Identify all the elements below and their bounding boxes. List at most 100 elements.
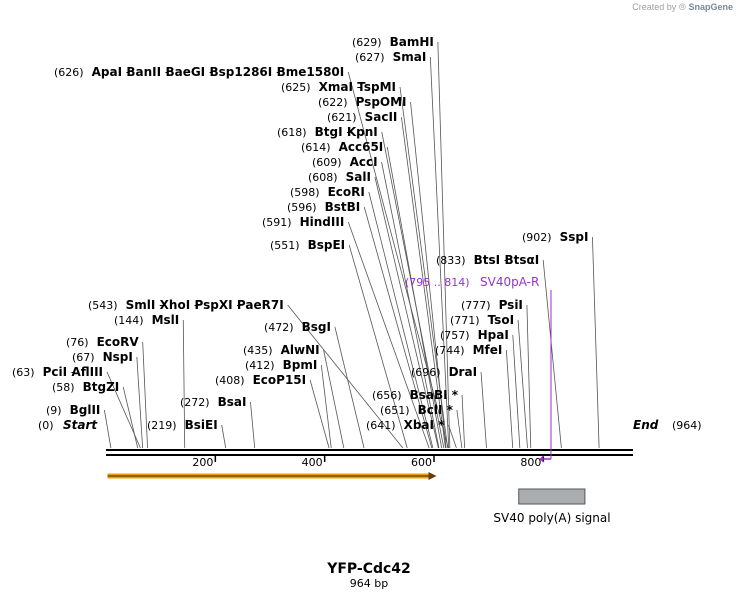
site-drai[interactable]: (696) DraI xyxy=(411,365,477,379)
site-mfei[interactable]: (744) MfeI xyxy=(435,343,502,357)
site-position: (621) xyxy=(327,111,357,124)
enzyme-separator: - xyxy=(205,65,217,79)
site-bstbi[interactable]: (596) BstBI xyxy=(287,200,360,214)
snapgene-credit: Created by ⦾ SnapGene xyxy=(632,2,733,13)
enzyme-name: MslI xyxy=(152,313,180,327)
connector-tsoi xyxy=(517,319,528,449)
enzyme-name: BanII xyxy=(126,65,161,79)
site-btgi[interactable]: (618) BtgI - KpnI xyxy=(277,125,378,139)
site-position: (63) xyxy=(12,366,35,379)
site-bamhi[interactable]: (629) BamHI xyxy=(352,35,434,49)
feature-sv40-polya[interactable]: SV40 poly(A) signal xyxy=(493,488,611,525)
site-connector-lines xyxy=(103,41,600,449)
site-bcli[interactable]: (651) BclI * xyxy=(380,403,454,417)
site-xbai[interactable]: (641) XbaI * xyxy=(366,418,445,432)
enzyme-name: SalI xyxy=(346,170,371,184)
site-acci[interactable]: (609) AccI xyxy=(312,155,378,169)
primer-sv40pa-r[interactable]: (795 .. 814) SV40pA-R xyxy=(405,275,552,463)
site-pcii[interactable]: (63) PciI - AflIII xyxy=(12,365,103,379)
site-position: (777) xyxy=(461,299,491,312)
connector-msli xyxy=(182,319,186,449)
site-sali[interactable]: (608) SalI xyxy=(308,170,371,184)
site-xmai[interactable]: (625) XmaI - TspMI xyxy=(281,80,396,94)
site-acc65i[interactable]: (614) Acc65I xyxy=(301,140,383,154)
site-btsi[interactable]: (833) BtsI - BtsαI xyxy=(436,253,539,267)
connector-sali xyxy=(374,176,439,449)
site-ecorv[interactable]: (76) EcoRV xyxy=(66,335,139,349)
enzyme-name: Acc65I xyxy=(339,140,384,154)
enzyme-name: BaeGI xyxy=(165,65,205,79)
enzyme-name: Bme1580I xyxy=(277,65,345,79)
site-position: (408) xyxy=(215,374,245,387)
feature-orf-arrow[interactable] xyxy=(107,472,437,480)
site-hpai[interactable]: (757) HpaI xyxy=(440,328,509,342)
site-position: (696) xyxy=(411,366,441,379)
tick-label: 400 xyxy=(302,456,323,469)
connector-smli xyxy=(287,304,404,449)
site-position: (598) xyxy=(290,186,320,199)
site-position: (656) xyxy=(372,389,402,402)
site-position: (412) xyxy=(245,359,275,372)
connector-ecori xyxy=(368,191,434,449)
site-bsiei[interactable]: (219) BsiEI xyxy=(147,418,218,432)
site-bglii[interactable]: (9) BglII xyxy=(46,403,100,417)
enzyme-name: XmaI xyxy=(319,80,353,94)
site-psii[interactable]: (777) PsiI xyxy=(461,298,523,312)
site-smai[interactable]: (627) SmaI xyxy=(355,50,426,64)
site-position: (651) xyxy=(380,404,410,417)
site-ecori[interactable]: (598) EcoRI xyxy=(290,185,365,199)
site-position: (596) xyxy=(287,201,317,214)
site-msli[interactable]: (144) MslI xyxy=(114,313,179,327)
site-apai[interactable]: (626) ApaI - BanII - BaeGI - Bsp1286I - B… xyxy=(54,65,344,79)
site-bspei[interactable]: (551) BspEI xyxy=(270,238,345,252)
enzyme-name: SspI xyxy=(560,230,589,244)
connector-mfei xyxy=(505,349,514,449)
site-bsgi[interactable]: (472) BsgI xyxy=(264,320,331,334)
site-ecop15i[interactable]: (408) EcoP15I xyxy=(215,373,306,387)
enzyme-separator: - xyxy=(343,125,355,139)
enzyme-name: BsaI xyxy=(218,395,247,409)
tick-label: 600 xyxy=(411,456,432,469)
enzyme-name: BpmI xyxy=(283,358,318,372)
site-position: (9) xyxy=(46,404,62,417)
connector-btgzi xyxy=(122,386,139,449)
start-pos: (0) xyxy=(38,419,54,432)
site-pspomi[interactable]: (622) PspOMI xyxy=(318,95,407,109)
site-btgzi[interactable]: (58) BtgZI xyxy=(52,380,119,394)
enzyme-name: BtsαI xyxy=(504,253,539,267)
connector-xbai xyxy=(448,424,457,449)
site-position: (144) xyxy=(114,314,144,327)
connector-bstbi xyxy=(363,206,433,449)
connector-bsiei xyxy=(221,424,227,449)
sv40-polya-label: SV40 poly(A) signal xyxy=(493,511,610,525)
site-bsabi[interactable]: (656) BsaBI * xyxy=(372,388,459,402)
site-bpmi[interactable]: (412) BpmI xyxy=(245,358,317,372)
site-tsoi[interactable]: (771) TsoI xyxy=(450,313,514,327)
site-sacii[interactable]: (621) SacII xyxy=(327,110,397,124)
connector-btsi xyxy=(542,259,562,449)
site-smli[interactable]: (543) SmlI - XhoI - PspXI - PaeR7I xyxy=(88,298,284,312)
enzyme-name: EcoRV xyxy=(97,335,140,349)
enzyme-name: NspI xyxy=(103,350,133,364)
site-bsai[interactable]: (272) BsaI xyxy=(180,395,246,409)
site-sspi[interactable]: (902) SspI xyxy=(522,230,588,244)
site-position: (618) xyxy=(277,126,307,139)
connector-bspei xyxy=(348,244,408,449)
enzyme-name: BsaBI * xyxy=(410,388,459,402)
site-alwni[interactable]: (435) AlwNI xyxy=(243,343,320,357)
primer-name: SV40pA-R xyxy=(480,275,539,289)
connector-hpai xyxy=(512,334,521,449)
connector-bsabi xyxy=(461,394,466,449)
site-position: (744) xyxy=(435,344,465,357)
site-position: (609) xyxy=(312,156,342,169)
site-nspi[interactable]: (67) NspI xyxy=(72,350,133,364)
site-hindiii[interactable]: (591) HindIII xyxy=(262,215,344,229)
sv40-polya-box xyxy=(518,488,586,505)
enzyme-separator: - xyxy=(161,65,173,79)
site-position: (833) xyxy=(436,254,466,267)
enzyme-name: HpaI xyxy=(478,328,509,342)
enzyme-name: ApaI xyxy=(92,65,122,79)
site-position: (627) xyxy=(355,51,385,64)
connector-bpmi xyxy=(320,364,332,449)
site-position: (771) xyxy=(450,314,480,327)
